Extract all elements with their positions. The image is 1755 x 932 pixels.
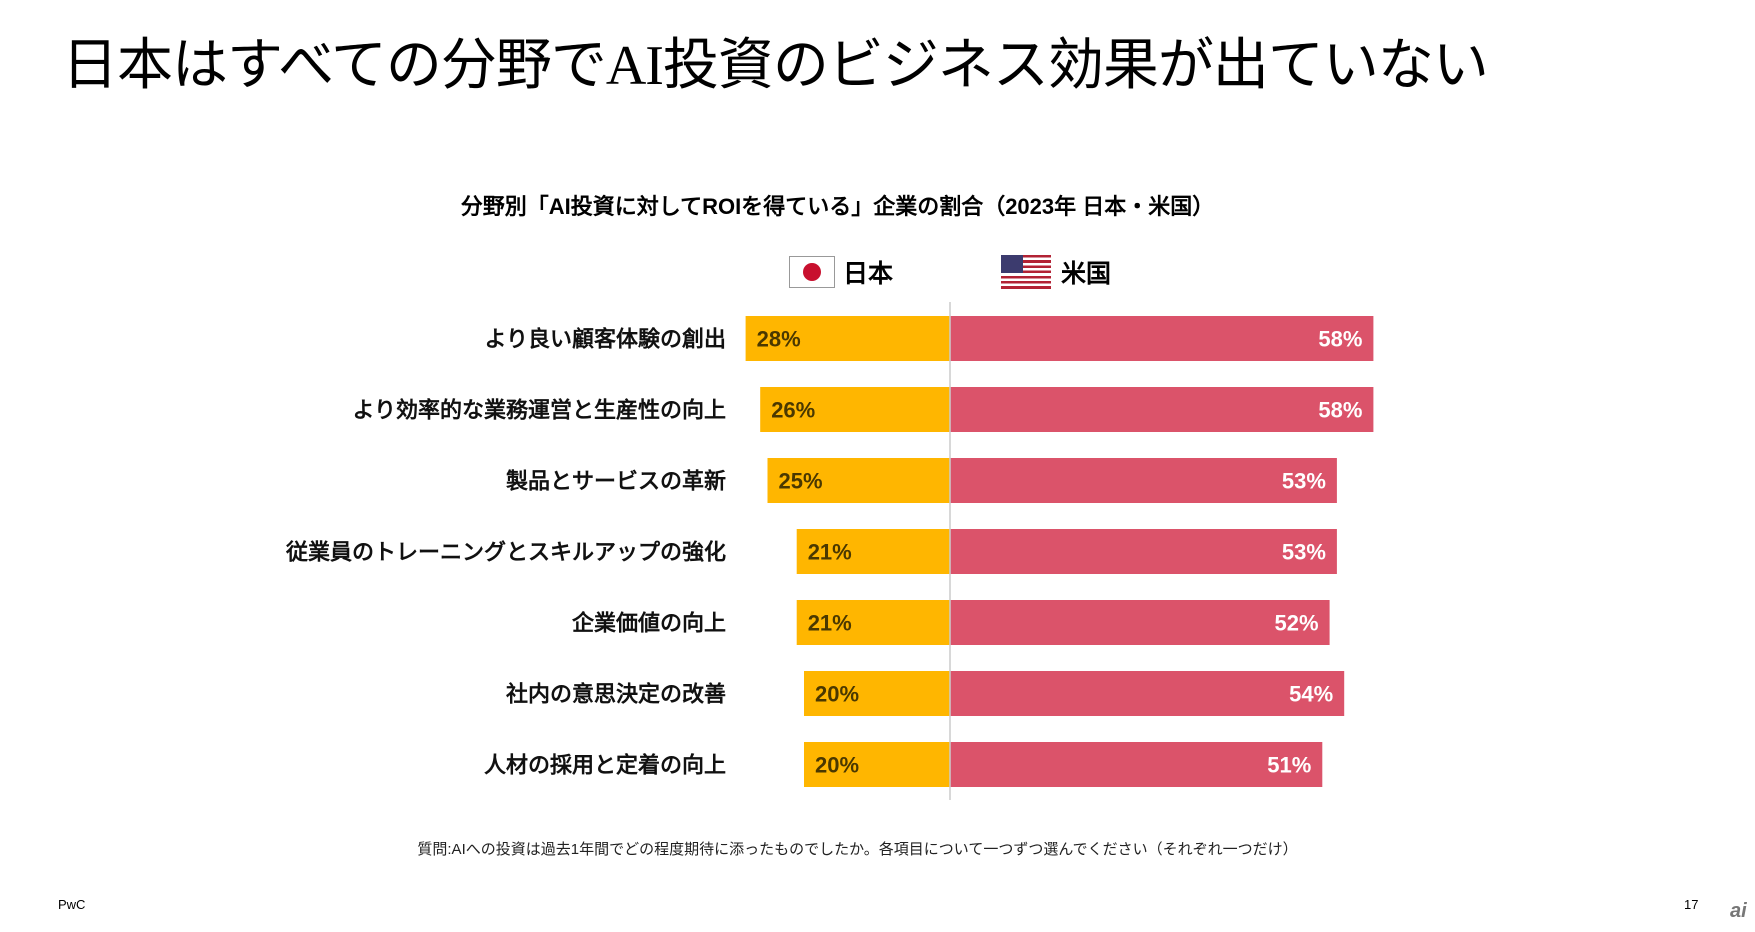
data-label-japan: 21%: [808, 540, 852, 565]
legend-us: 米国: [1001, 254, 1111, 290]
data-label-japan: 20%: [815, 753, 859, 778]
bar-japan: [760, 387, 950, 432]
footer-brand: PwC: [58, 897, 86, 912]
bar-japan: [745, 316, 950, 361]
page-number: 17: [1684, 897, 1699, 912]
survey-question: 質問:AIへの投資は過去1年間でどの程度期待に添ったものでしたか。各項目について…: [417, 841, 1298, 858]
category-label: 企業価値の向上: [571, 611, 726, 636]
category-label: 製品とサービスの革新: [505, 469, 726, 494]
data-label-japan: 25%: [779, 469, 823, 494]
category-label: より良い顧客体験の創出: [484, 327, 726, 352]
page-title: 日本はすべての分野でAI投資のビジネス効果が出ていない: [62, 35, 1489, 97]
data-label-us: 58%: [1318, 327, 1362, 352]
bar-us: [950, 742, 1323, 787]
legend-japan-label: 日本: [843, 260, 894, 288]
data-label-us: 52%: [1275, 611, 1319, 636]
data-label-us: 51%: [1267, 753, 1311, 778]
category-label: より効率的な業務運営と生産性の向上: [352, 398, 726, 423]
legend-us-label: 米国: [1061, 260, 1112, 288]
data-label-japan: 26%: [771, 398, 815, 423]
bar-japan: [804, 742, 950, 787]
data-label-us: 58%: [1318, 398, 1362, 423]
data-label-japan: 28%: [757, 327, 801, 352]
category-label: 社内の意思決定の改善: [506, 682, 726, 707]
legend-japan: 日本: [789, 254, 893, 290]
watermark-logo: ai: [1730, 900, 1747, 922]
japan-flag-icon: [789, 256, 835, 288]
bar-us: [950, 387, 1374, 432]
data-label-japan: 20%: [815, 682, 859, 707]
bar-us: [950, 316, 1374, 361]
bar-us: [950, 671, 1345, 716]
bar-japan: [796, 600, 950, 645]
data-label-us: 53%: [1282, 540, 1326, 565]
category-label: 人材の採用と定着の向上: [484, 753, 726, 778]
us-flag-icon: [1001, 255, 1051, 289]
bar-japan: [767, 458, 950, 503]
bar-japan: [804, 671, 950, 716]
data-label-japan: 21%: [808, 611, 852, 636]
category-label: 従業員のトレーニングとスキルアップの強化: [285, 540, 726, 565]
bar-us: [950, 458, 1337, 503]
chart-title: 分野別「AI投資に対してROIを得ている」企業の割合（2023年 日本・米国）: [460, 194, 1215, 219]
bar-japan: [796, 529, 950, 574]
bar-us: [950, 529, 1337, 574]
data-label-us: 53%: [1282, 469, 1326, 494]
bar-us: [950, 600, 1330, 645]
data-label-us: 54%: [1289, 682, 1333, 707]
